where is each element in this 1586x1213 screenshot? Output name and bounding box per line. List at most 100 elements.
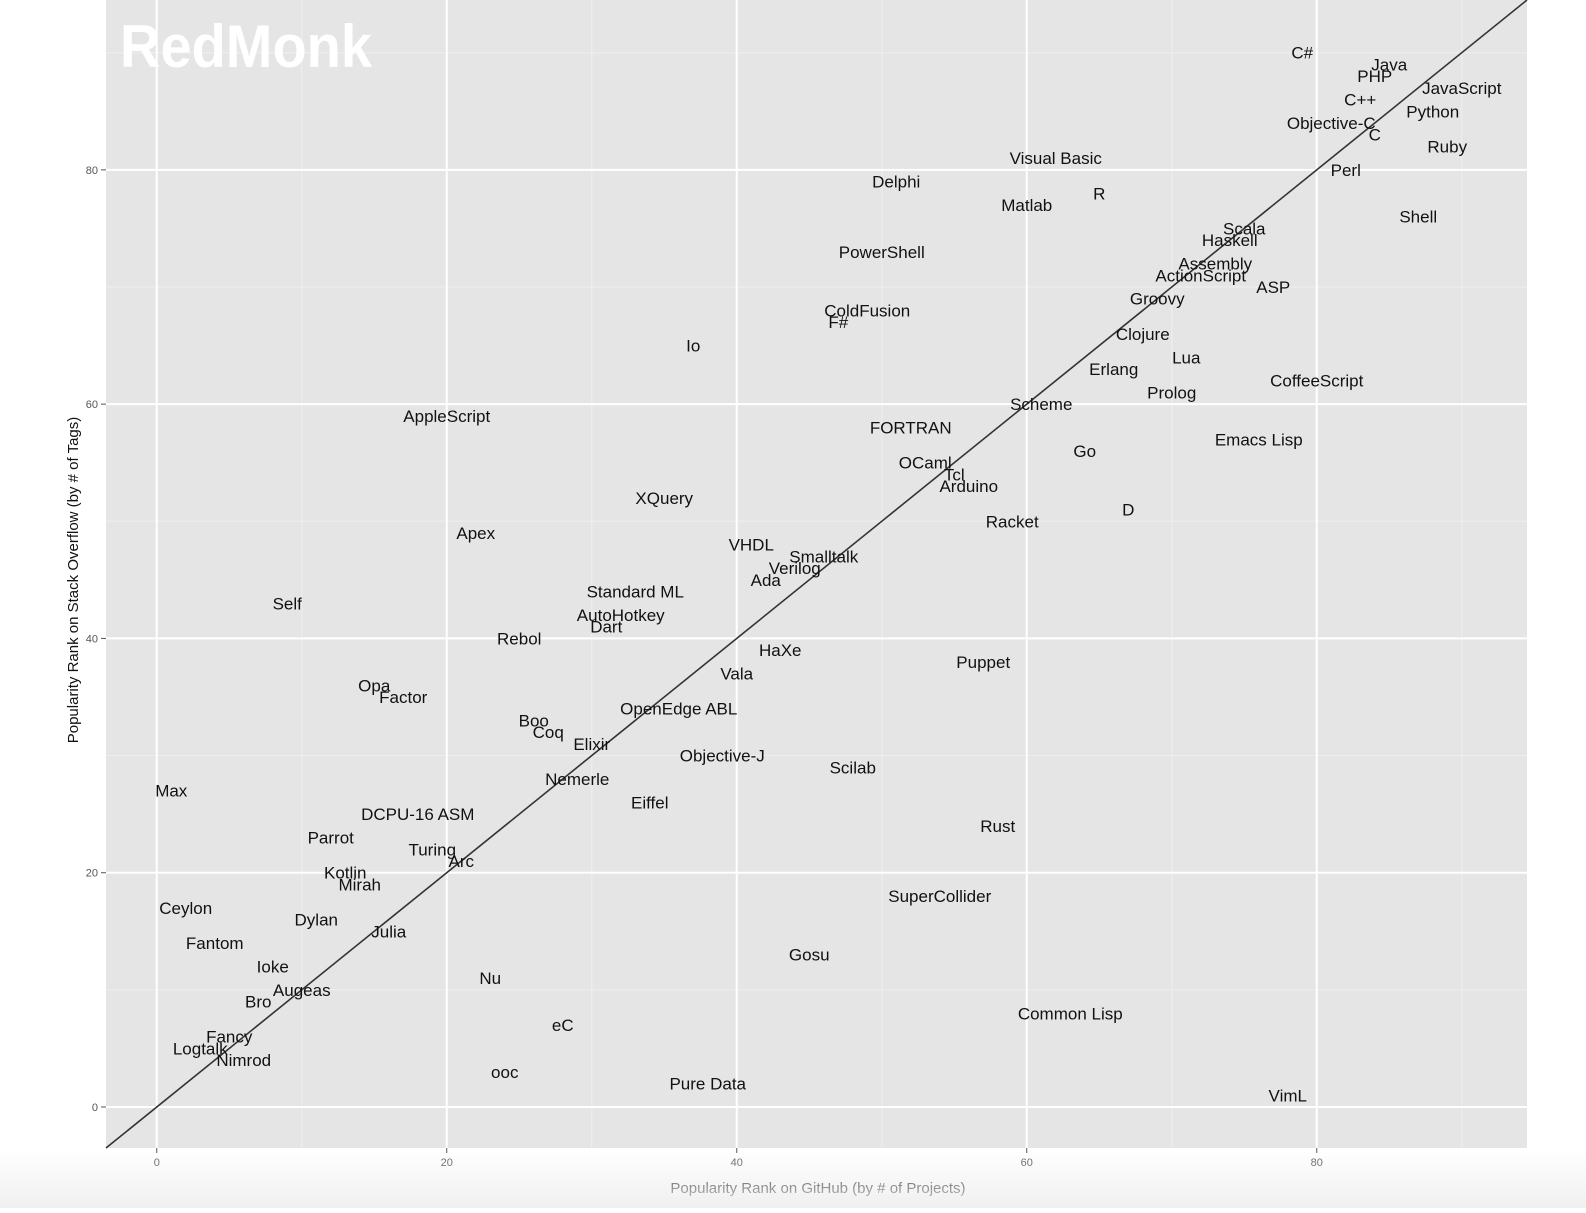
data-point-label: OpenEdge ABL bbox=[620, 700, 737, 719]
data-point-label: Java bbox=[1371, 55, 1407, 74]
data-point-label: Nemerle bbox=[545, 770, 609, 789]
data-point-label: Arduino bbox=[939, 477, 998, 496]
data-point-label: FORTRAN bbox=[870, 419, 952, 438]
data-point-label: Puppet bbox=[956, 653, 1010, 672]
x-tick-label: 20 bbox=[441, 1157, 453, 1169]
data-point-label: Augeas bbox=[273, 981, 331, 1000]
data-point-label: R bbox=[1093, 184, 1105, 203]
data-point-label: F# bbox=[828, 313, 848, 332]
data-point-label: Ioke bbox=[257, 957, 289, 976]
data-point-label: SuperCollider bbox=[888, 887, 991, 906]
data-point-label: Smalltalk bbox=[789, 547, 858, 566]
data-point-label: HaXe bbox=[759, 641, 802, 660]
data-point-label: Logtalk bbox=[173, 1039, 228, 1058]
data-point-label: Haskell bbox=[1202, 231, 1258, 250]
y-tick-label: 0 bbox=[92, 1102, 98, 1114]
data-point-label: C# bbox=[1291, 44, 1313, 63]
data-point-label: ActionScript bbox=[1155, 266, 1246, 285]
data-point-label: VHDL bbox=[729, 536, 774, 555]
data-point-label: D bbox=[1122, 501, 1134, 520]
data-point-label: Nimrod bbox=[216, 1051, 271, 1070]
data-point-label: eC bbox=[552, 1016, 574, 1035]
data-point-label: C bbox=[1369, 126, 1381, 145]
data-point-label: Shell bbox=[1399, 208, 1437, 227]
data-point-label: Clojure bbox=[1116, 325, 1170, 344]
data-point-label: Mirah bbox=[338, 875, 381, 894]
data-point-label: ASP bbox=[1256, 278, 1290, 297]
data-point-label: Ada bbox=[751, 571, 782, 590]
data-point-label: Objective-C bbox=[1287, 114, 1376, 133]
x-axis-title: Popularity Rank on GitHub (by # of Proje… bbox=[670, 1180, 965, 1197]
data-point-label: Scilab bbox=[830, 758, 876, 777]
data-point-label: Lua bbox=[1172, 348, 1201, 367]
data-point-label: Groovy bbox=[1130, 290, 1185, 309]
data-point-label: Visual Basic bbox=[1010, 149, 1103, 168]
data-point-label: C++ bbox=[1344, 91, 1376, 110]
data-point-label: PowerShell bbox=[839, 243, 925, 262]
data-point-label: AppleScript bbox=[403, 407, 490, 426]
data-point-label: Assembly bbox=[1178, 255, 1252, 274]
data-point-label: Kotlin bbox=[324, 864, 367, 883]
data-point-label: Scala bbox=[1223, 219, 1266, 238]
data-point-label: Ruby bbox=[1427, 137, 1467, 156]
data-point-label: DCPU-16 ASM bbox=[361, 805, 474, 824]
data-point-label: Eiffel bbox=[631, 793, 669, 812]
data-point-label: JavaScript bbox=[1422, 79, 1502, 98]
data-point-label: Fancy bbox=[206, 1028, 253, 1047]
data-point-label: VimL bbox=[1269, 1086, 1307, 1105]
data-point-label: Turing bbox=[408, 840, 456, 859]
data-point-label: Emacs Lisp bbox=[1215, 430, 1303, 449]
data-point-label: Python bbox=[1406, 102, 1459, 121]
data-point-label: Go bbox=[1073, 442, 1096, 461]
data-point-label: Erlang bbox=[1089, 360, 1138, 379]
data-point-label: Gosu bbox=[789, 946, 830, 965]
data-point-label: Factor bbox=[379, 688, 428, 707]
data-point-label: AutoHotkey bbox=[577, 606, 665, 625]
data-point-label: Apex bbox=[456, 524, 495, 543]
data-point-label: Vala bbox=[720, 665, 753, 684]
data-point-label: Julia bbox=[371, 922, 407, 941]
data-point-label: Dart bbox=[590, 618, 622, 637]
y-axis-title: Popularity Rank on Stack Overflow (by # … bbox=[65, 417, 82, 744]
data-point-label: PHP bbox=[1357, 67, 1392, 86]
data-point-label: Bro bbox=[245, 993, 271, 1012]
y-tick-label: 80 bbox=[86, 165, 98, 177]
data-point-label: Elixir bbox=[573, 735, 610, 754]
data-point-label: ColdFusion bbox=[824, 301, 910, 320]
data-point-label: Parrot bbox=[308, 829, 355, 848]
data-point-label: Delphi bbox=[872, 173, 920, 192]
data-labels: C#JavaPHPJavaScriptC++PythonObjective-CC… bbox=[155, 44, 1502, 1106]
y-tick-label: 40 bbox=[86, 633, 98, 645]
data-point-label: Common Lisp bbox=[1018, 1004, 1123, 1023]
data-point-label: Pure Data bbox=[669, 1075, 746, 1094]
reference-line bbox=[105, 0, 1528, 1149]
data-point-label: Arc bbox=[449, 852, 475, 871]
y-tick-label: 20 bbox=[86, 868, 98, 880]
data-point-label: Prolog bbox=[1147, 383, 1196, 402]
data-point-label: Objective-J bbox=[680, 747, 765, 766]
data-point-label: Standard ML bbox=[587, 583, 684, 602]
redmonk-watermark: RedMonk bbox=[120, 13, 373, 80]
x-tick-label: 40 bbox=[731, 1157, 743, 1169]
data-point-label: Rebol bbox=[497, 629, 541, 648]
data-point-label: Scheme bbox=[1010, 395, 1072, 414]
data-point-label: Fantom bbox=[186, 934, 244, 953]
data-point-label: Rust bbox=[980, 817, 1015, 836]
data-point-label: Opa bbox=[358, 676, 391, 695]
x-tick-label: 80 bbox=[1311, 1157, 1323, 1169]
x-tick-label: 0 bbox=[154, 1157, 160, 1169]
gridlines bbox=[106, 0, 1527, 1148]
data-point-label: OCaml bbox=[899, 454, 952, 473]
data-point-label: Boo bbox=[519, 711, 549, 730]
data-point-label: Max bbox=[155, 782, 188, 801]
data-point-label: Verilog bbox=[769, 559, 821, 578]
y-tick-label: 60 bbox=[86, 399, 98, 411]
data-point-label: Matlab bbox=[1001, 196, 1052, 215]
data-point-label: Coq bbox=[533, 723, 564, 742]
data-point-label: Io bbox=[686, 337, 700, 356]
data-point-label: Dylan bbox=[295, 911, 338, 930]
data-point-label: Nu bbox=[479, 969, 501, 988]
data-point-label: Perl bbox=[1331, 161, 1361, 180]
